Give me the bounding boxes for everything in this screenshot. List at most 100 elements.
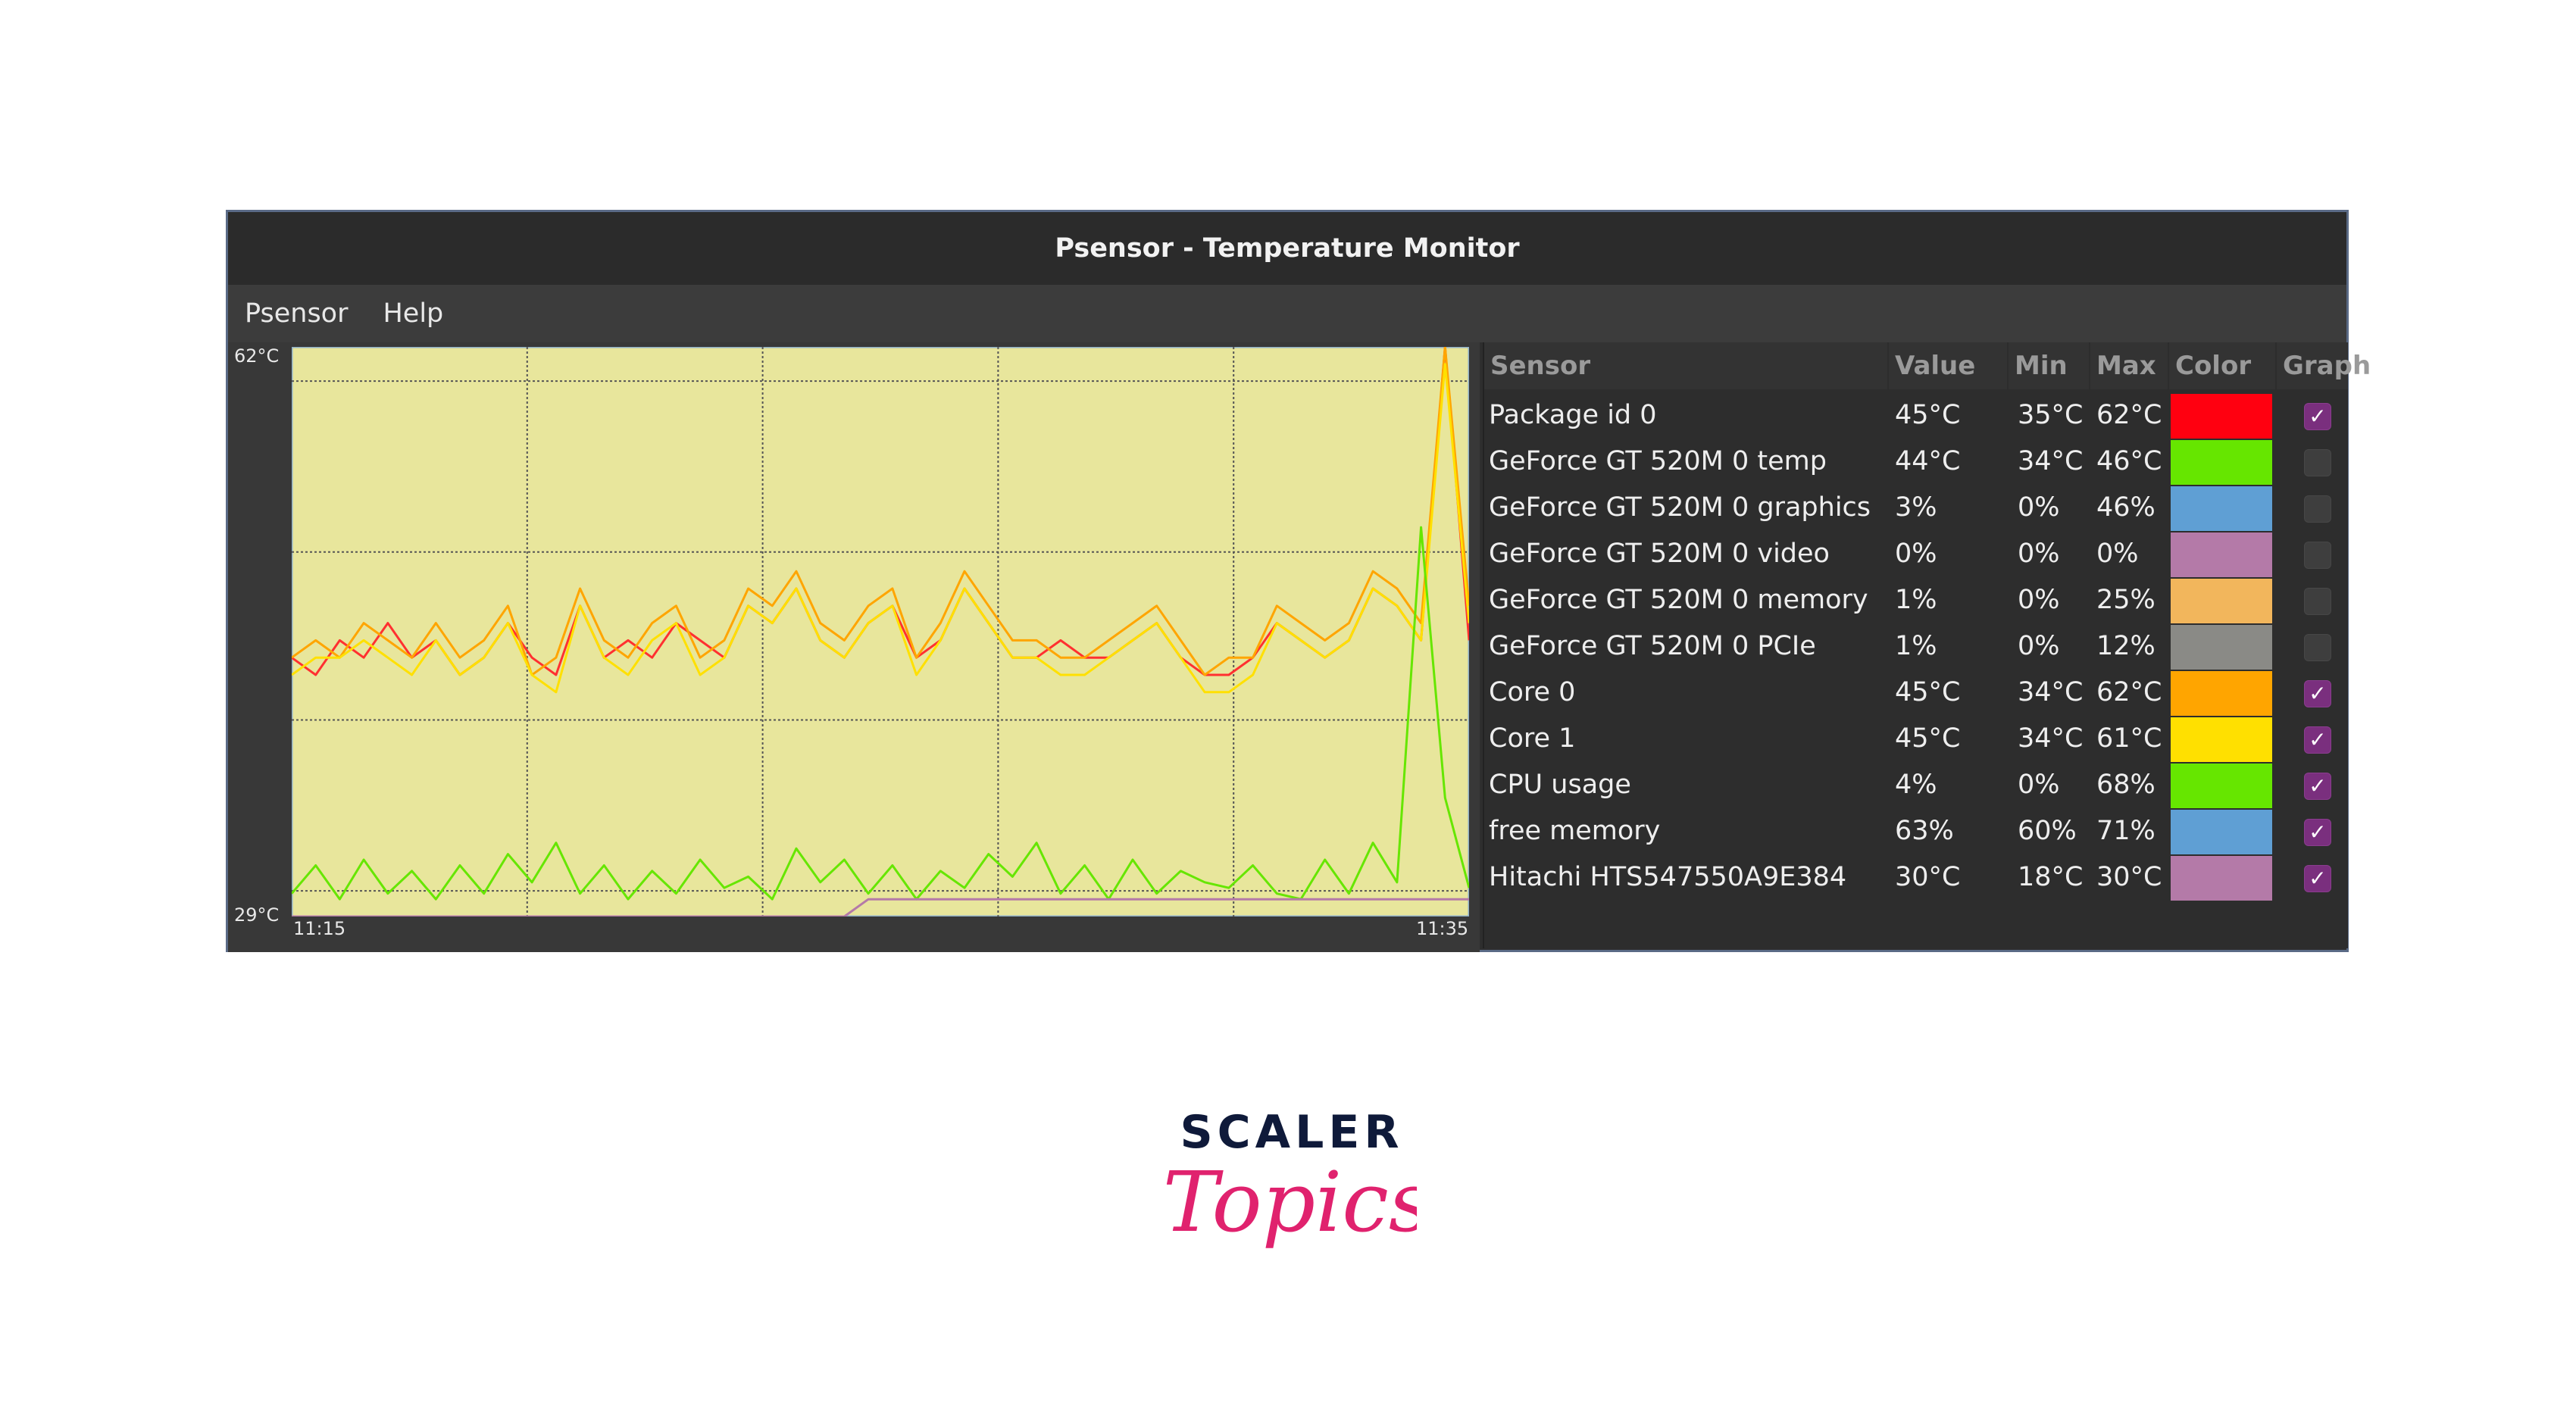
checkmark-icon: ✓ [2309,820,2327,845]
cell-sensor: free memory [1489,816,1661,846]
graph-checkbox[interactable] [2304,449,2331,476]
graph-checkbox[interactable] [2304,542,2331,569]
graph-checkbox[interactable]: ✓ [2304,680,2331,707]
cell-sensor: Core 0 [1489,677,1576,707]
cell-sensor: Core 1 [1489,723,1576,754]
psensor-window: Psensor - Temperature Monitor Psensor He… [226,210,2371,952]
cell-value: 30°C [1895,862,1961,892]
table-row[interactable]: Core 0 45°C 34°C 62°C ✓ [1484,670,2348,716]
cell-value: 1% [1895,585,1937,615]
cell-value: 45°C [1895,400,1961,430]
color-swatch[interactable] [2171,810,2272,854]
table-row[interactable]: Package id 0 45°C 35°C 62°C ✓ [1484,392,2348,439]
color-swatch[interactable] [2171,440,2272,485]
table-row[interactable]: CPU usage 4% 0% 68% ✓ [1484,762,2348,808]
graph-checkbox[interactable] [2304,495,2331,523]
checkmark-icon: ✓ [2309,866,2327,891]
title-bar: Psensor - Temperature Monitor [228,212,2346,285]
cell-max: 0% [2096,539,2139,569]
cell-min: 0% [2018,539,2060,569]
graph-checkbox[interactable] [2304,588,2331,615]
y-min-label: 29°C [234,904,280,926]
series-line-core-1 [292,363,1469,694]
temperature-graph [292,347,1469,917]
cell-value: 45°C [1895,723,1961,754]
menu-psensor[interactable]: Psensor [245,298,349,329]
cell-sensor: GeForce GT 520M 0 graphics [1489,492,1871,523]
color-swatch[interactable] [2171,486,2272,531]
graph-checkbox[interactable]: ✓ [2304,726,2331,754]
color-swatch[interactable] [2171,764,2272,808]
cell-value: 1% [1895,631,1937,661]
color-swatch[interactable] [2171,625,2272,670]
svg-text:Topics: Topics [1167,1154,1417,1251]
table-row[interactable]: free memory 63% 60% 71% ✓ [1484,808,2348,854]
table-row[interactable]: GeForce GT 520M 0 memory 1% 0% 25% [1484,577,2348,623]
series-line-hitachi-hts547550a9e384 [292,898,1469,917]
header-min[interactable]: Min [2009,342,2089,389]
color-swatch[interactable] [2171,856,2272,901]
cell-max: 62°C [2096,677,2162,707]
cell-sensor: CPU usage [1489,770,1631,800]
plot-background [292,347,1469,917]
menu-help[interactable]: Help [383,298,444,329]
cell-max: 46% [2096,492,2156,523]
cell-value: 3% [1895,492,1937,523]
color-swatch[interactable] [2171,579,2272,623]
header-max[interactable]: Max [2090,342,2168,389]
window-title: Psensor - Temperature Monitor [1055,233,1520,264]
color-swatch[interactable] [2171,717,2272,762]
graph-checkbox[interactable]: ✓ [2304,773,2331,800]
checkmark-icon: ✓ [2309,681,2327,706]
cell-min: 34°C [2018,723,2084,754]
graph-checkbox[interactable]: ✓ [2304,403,2331,430]
cell-sensor: GeForce GT 520M 0 temp [1489,446,1827,476]
menu-bar: Psensor Help [228,285,2346,342]
checkmark-icon: ✓ [2309,727,2327,752]
cell-min: 35°C [2018,400,2084,430]
series-line-cpu-usage [292,526,1469,901]
checkmark-icon: ✓ [2309,404,2327,429]
cell-value: 45°C [1895,677,1961,707]
y-max-label: 62°C [234,345,280,367]
cell-sensor: GeForce GT 520M 0 video [1489,539,1830,569]
series-line-core-0 [292,347,1469,676]
cell-max: 68% [2096,770,2156,800]
table-row[interactable]: Hitachi HTS547550A9E384 30°C 18°C 30°C ✓ [1484,854,2348,901]
sensor-table: Sensor Value Min Max Color Graph Package id 0 4… [1483,342,2371,948]
cell-min: 34°C [2018,446,2084,476]
table-row[interactable]: GeForce GT 520M 0 video 0% 0% 0% [1484,531,2348,577]
cell-max: 46°C [2096,446,2162,476]
cell-max: 61°C [2096,723,2162,754]
cell-max: 62°C [2096,400,2162,430]
color-swatch[interactable] [2171,532,2272,577]
table-row[interactable]: GeForce GT 520M 0 graphics 3% 0% 46% [1484,485,2348,531]
cell-min: 0% [2018,492,2060,523]
table-row[interactable]: GeForce GT 520M 0 PCIe 1% 0% 12% [1484,623,2348,670]
color-swatch[interactable] [2171,394,2272,439]
graph-panel: 62°C 29°C 11:15 11:35 [228,342,1480,952]
cell-max: 71% [2096,816,2156,846]
graph-checkbox[interactable]: ✓ [2304,819,2331,846]
header-sensor[interactable]: Sensor [1484,342,1887,389]
cell-max: 25% [2096,585,2156,615]
graph-checkbox[interactable] [2304,634,2331,661]
cell-value: 4% [1895,770,1937,800]
header-color[interactable]: Color [2169,342,2275,389]
cell-max: 12% [2096,631,2156,661]
cell-min: 18°C [2018,862,2084,892]
cell-max: 30°C [2096,862,2162,892]
checkmark-icon: ✓ [2309,773,2327,798]
header-graph[interactable]: Graph [2277,342,2371,389]
cell-value: 44°C [1895,446,1961,476]
table-row[interactable]: Core 1 45°C 34°C 61°C ✓ [1484,716,2348,762]
cell-min: 60% [2018,816,2077,846]
header-value[interactable]: Value [1889,342,2007,389]
cell-sensor: GeForce GT 520M 0 memory [1489,585,1868,615]
graph-checkbox[interactable]: ✓ [2304,865,2331,892]
cell-min: 0% [2018,770,2060,800]
cell-value: 63% [1895,816,1954,846]
color-swatch[interactable] [2171,671,2272,716]
table-row[interactable]: GeForce GT 520M 0 temp 44°C 34°C 46°C [1484,439,2348,485]
cell-min: 34°C [2018,677,2084,707]
